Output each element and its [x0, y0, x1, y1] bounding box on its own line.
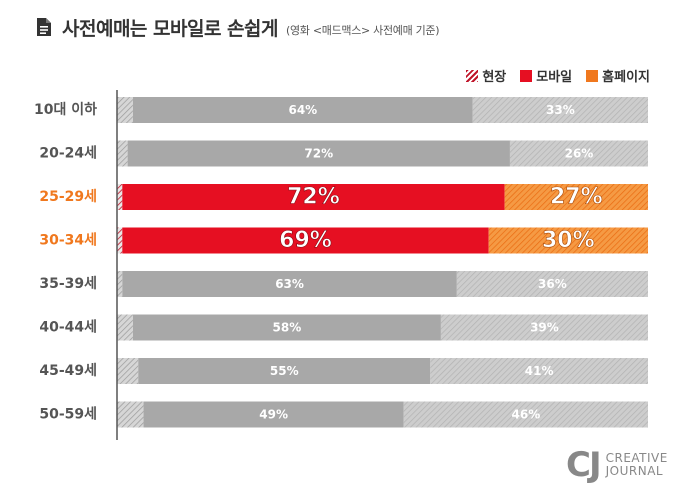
- category-label-50-59세: 50-59세: [39, 407, 97, 423]
- legend-swatch-모바일: [520, 69, 533, 82]
- bar-홈페이지-10대-이하: [472, 97, 648, 123]
- document-icon: [37, 18, 51, 36]
- category-label-45-49세: 45-49세: [39, 363, 97, 379]
- category-label-30-34세: 30-34세: [39, 233, 97, 249]
- legend-item-모바일: 모바일: [520, 66, 572, 85]
- legend-item-홈페이지: 홈페이지: [586, 66, 650, 85]
- bar-현장-35-39세: [117, 271, 123, 297]
- chart-title: 사전예매는 모바일로 손쉽게: [62, 17, 279, 40]
- bar-현장-10대-이하: [117, 97, 133, 123]
- value-label-홈페이지-50-59세: 46%: [512, 408, 541, 422]
- bar-홈페이지-40-44세: [440, 314, 648, 341]
- bar-현장-45-49세: [117, 358, 139, 384]
- value-label-홈페이지-25-29세: 27%: [550, 185, 603, 210]
- legend-item-현장: 현장: [466, 66, 506, 85]
- logo-text: CREATIVE JOURNAL: [606, 452, 668, 478]
- value-label-홈페이지-10대-이하: 33%: [546, 103, 575, 117]
- bar-홈페이지-35-39세: [456, 271, 648, 297]
- category-label-25-29세: 25-29세: [39, 189, 97, 205]
- legend: 현장 모바일 홈페이지: [466, 66, 650, 85]
- chart-subtitle: (영화 <매드맥스> 사전예매 기준): [286, 24, 440, 37]
- value-label-모바일-20-24세: 72%: [304, 147, 333, 161]
- value-label-홈페이지-40-44세: 39%: [530, 321, 559, 335]
- bar-모바일-25-29세: [122, 184, 505, 210]
- bar-모바일-40-44세: [132, 314, 441, 341]
- legend-swatch-현장: [466, 69, 479, 82]
- bar-홈페이지-25-29세: [504, 184, 648, 210]
- bar-모바일-30-34세: [122, 227, 489, 254]
- legend-swatch-홈페이지: [586, 69, 599, 82]
- bar-모바일-20-24세: [127, 140, 510, 167]
- value-label-모바일-30-34세: 69%: [279, 228, 332, 253]
- category-label-35-39세: 35-39세: [39, 276, 97, 292]
- bar-현장-40-44세: [117, 314, 133, 341]
- bar-현장-20-24세: [117, 140, 128, 167]
- value-label-홈페이지-35-39세: 36%: [538, 277, 567, 291]
- value-label-홈페이지-20-24세: 26%: [565, 147, 594, 161]
- category-label-20-24세: 20-24세: [39, 146, 97, 162]
- value-label-모바일-40-44세: 58%: [273, 321, 302, 335]
- value-label-홈페이지-30-34세: 30%: [542, 228, 595, 253]
- bar-모바일-10대-이하: [132, 97, 473, 123]
- value-label-모바일-45-49세: 55%: [270, 364, 299, 378]
- legend-label-모바일: 모바일: [536, 70, 573, 85]
- logo-line-2: JOURNAL: [605, 464, 664, 478]
- legend-label-홈페이지: 홈페이지: [602, 70, 650, 85]
- bar-현장-25-29세: [117, 184, 123, 210]
- logo-line-1: CREATIVE: [605, 451, 668, 465]
- bar-현장-50-59세: [117, 401, 144, 428]
- bar-모바일-35-39세: [122, 271, 457, 297]
- bar-홈페이지-30-34세: [488, 227, 648, 254]
- legend-label-현장: 현장: [482, 70, 507, 85]
- logo-mark: CJ: [566, 445, 602, 485]
- bar-홈페이지-50-59세: [403, 401, 648, 428]
- value-label-모바일-25-29세: 72%: [287, 185, 340, 210]
- bar-모바일-50-59세: [143, 401, 404, 428]
- bar-홈페이지-45-49세: [430, 358, 648, 384]
- title-area: 사전예매는 모바일로 손쉽게 (영화 <매드맥스> 사전예매 기준): [36, 12, 440, 42]
- bar-현장-30-34세: [117, 227, 123, 254]
- value-label-모바일-50-59세: 49%: [259, 408, 288, 422]
- creative-journal-logo: CJ CREATIVE JOURNAL: [566, 448, 668, 482]
- category-label-40-44세: 40-44세: [39, 320, 97, 336]
- category-label-10대-이하: 10대 이하: [34, 101, 97, 118]
- value-label-모바일-35-39세: 63%: [275, 277, 304, 291]
- bar-모바일-45-49세: [138, 358, 431, 384]
- value-label-모바일-10대-이하: 64%: [288, 103, 317, 117]
- bar-홈페이지-20-24세: [509, 140, 648, 167]
- value-label-홈페이지-45-49세: 41%: [525, 364, 554, 378]
